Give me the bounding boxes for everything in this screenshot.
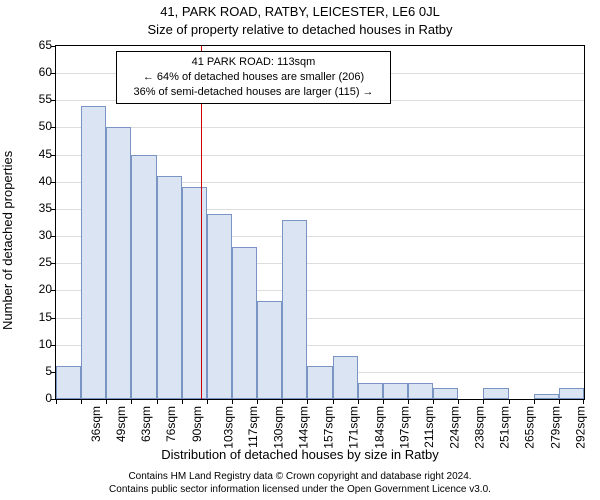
histogram-bar (106, 127, 131, 399)
x-tick-label: 130sqm (272, 406, 286, 449)
x-tick (383, 399, 384, 404)
x-tick-label: 238sqm (473, 406, 487, 449)
x-tick-label: 144sqm (297, 406, 311, 449)
histogram-bar (56, 366, 81, 399)
histogram-bar (207, 214, 232, 399)
y-tick-label: 45 (22, 147, 52, 161)
y-tick-label: 0 (22, 391, 52, 405)
x-tick-label: 90sqm (190, 406, 204, 442)
x-tick-label: 76sqm (164, 406, 178, 442)
x-tick-label: 36sqm (89, 406, 103, 442)
x-tick (81, 399, 82, 404)
x-tick (131, 399, 132, 404)
y-tick-label: 40 (22, 174, 52, 188)
y-tick-label: 10 (22, 337, 52, 351)
histogram-bar (559, 388, 584, 399)
histogram-bar (81, 106, 106, 399)
x-tick-label: 157sqm (322, 406, 336, 449)
histogram-bar (408, 383, 433, 399)
histogram-bar (534, 394, 559, 399)
x-tick (333, 399, 334, 404)
x-tick-label: 197sqm (397, 406, 411, 449)
annotation-box: 41 PARK ROAD: 113sqm ← 64% of detached ho… (116, 51, 391, 104)
histogram-bar (257, 301, 282, 399)
x-tick (106, 399, 107, 404)
chart-title-line2: Size of property relative to detached ho… (0, 22, 600, 37)
x-tick (207, 399, 208, 404)
x-axis-label: Distribution of detached houses by size … (0, 447, 600, 462)
y-tick-label: 50 (22, 119, 52, 133)
x-tick-label: 171sqm (347, 406, 361, 449)
attribution-text: Contains HM Land Registry data © Crown c… (0, 470, 600, 496)
x-tick-label: 117sqm (246, 406, 260, 448)
y-tick-label: 65 (22, 38, 52, 52)
histogram-bar (282, 220, 307, 399)
annotation-line1: 41 PARK ROAD: 113sqm (192, 56, 316, 68)
x-tick-label: 103sqm (221, 406, 235, 449)
x-tick-label: 224sqm (448, 406, 462, 449)
x-tick-label: 211sqm (422, 406, 436, 448)
x-tick-label: 184sqm (372, 406, 386, 449)
histogram-bar (383, 383, 408, 399)
x-tick-label: 49sqm (114, 406, 128, 442)
y-tick-label: 55 (22, 92, 52, 106)
plot-area: 41 PARK ROAD: 113sqm ← 64% of detached ho… (55, 45, 585, 400)
x-tick (408, 399, 409, 404)
x-tick (458, 399, 459, 404)
histogram-bar (433, 388, 458, 399)
x-tick (257, 399, 258, 404)
x-tick (307, 399, 308, 404)
y-tick-label: 30 (22, 228, 52, 242)
attribution-line2: Contains public sector information licen… (109, 484, 491, 495)
chart-container: 41, PARK ROAD, RATBY, LEICESTER, LE6 0JL… (0, 0, 600, 500)
attribution-line1: Contains HM Land Registry data © Crown c… (128, 471, 471, 482)
histogram-bar (333, 356, 358, 399)
y-tick-label: 60 (22, 65, 52, 79)
histogram-bar (358, 383, 383, 399)
x-tick (583, 399, 584, 404)
x-tick-label: 265sqm (523, 406, 537, 449)
y-tick-label: 25 (22, 255, 52, 269)
histogram-bar (157, 176, 182, 399)
x-tick (483, 399, 484, 404)
x-tick (157, 399, 158, 404)
histogram-bar (182, 187, 207, 399)
y-axis-label: Number of detached properties (0, 61, 15, 240)
x-tick (56, 399, 57, 404)
gridline (56, 127, 584, 128)
x-tick (282, 399, 283, 404)
x-tick (433, 399, 434, 404)
x-tick-label: 279sqm (548, 406, 562, 449)
x-tick (358, 399, 359, 404)
x-tick (232, 399, 233, 404)
annotation-line2: ← 64% of detached houses are smaller (20… (143, 71, 364, 83)
histogram-bar (131, 155, 156, 399)
histogram-bar (307, 366, 332, 399)
x-tick (509, 399, 510, 404)
annotation-line3: 36% of semi-detached houses are larger (… (133, 86, 373, 98)
y-tick-label: 15 (22, 310, 52, 324)
y-axis-label-text: Number of detached properties (0, 151, 15, 330)
x-tick-label: 63sqm (139, 406, 153, 442)
x-tick (559, 399, 560, 404)
histogram-bar (232, 247, 257, 399)
y-tick-label: 5 (22, 364, 52, 378)
chart-title-line1: 41, PARK ROAD, RATBY, LEICESTER, LE6 0JL (0, 4, 600, 19)
x-tick (534, 399, 535, 404)
x-tick-label: 251sqm (498, 406, 512, 449)
x-tick-label: 292sqm (573, 406, 587, 449)
x-tick (182, 399, 183, 404)
y-tick-label: 20 (22, 282, 52, 296)
y-tick-label: 35 (22, 201, 52, 215)
histogram-bar (483, 388, 508, 399)
